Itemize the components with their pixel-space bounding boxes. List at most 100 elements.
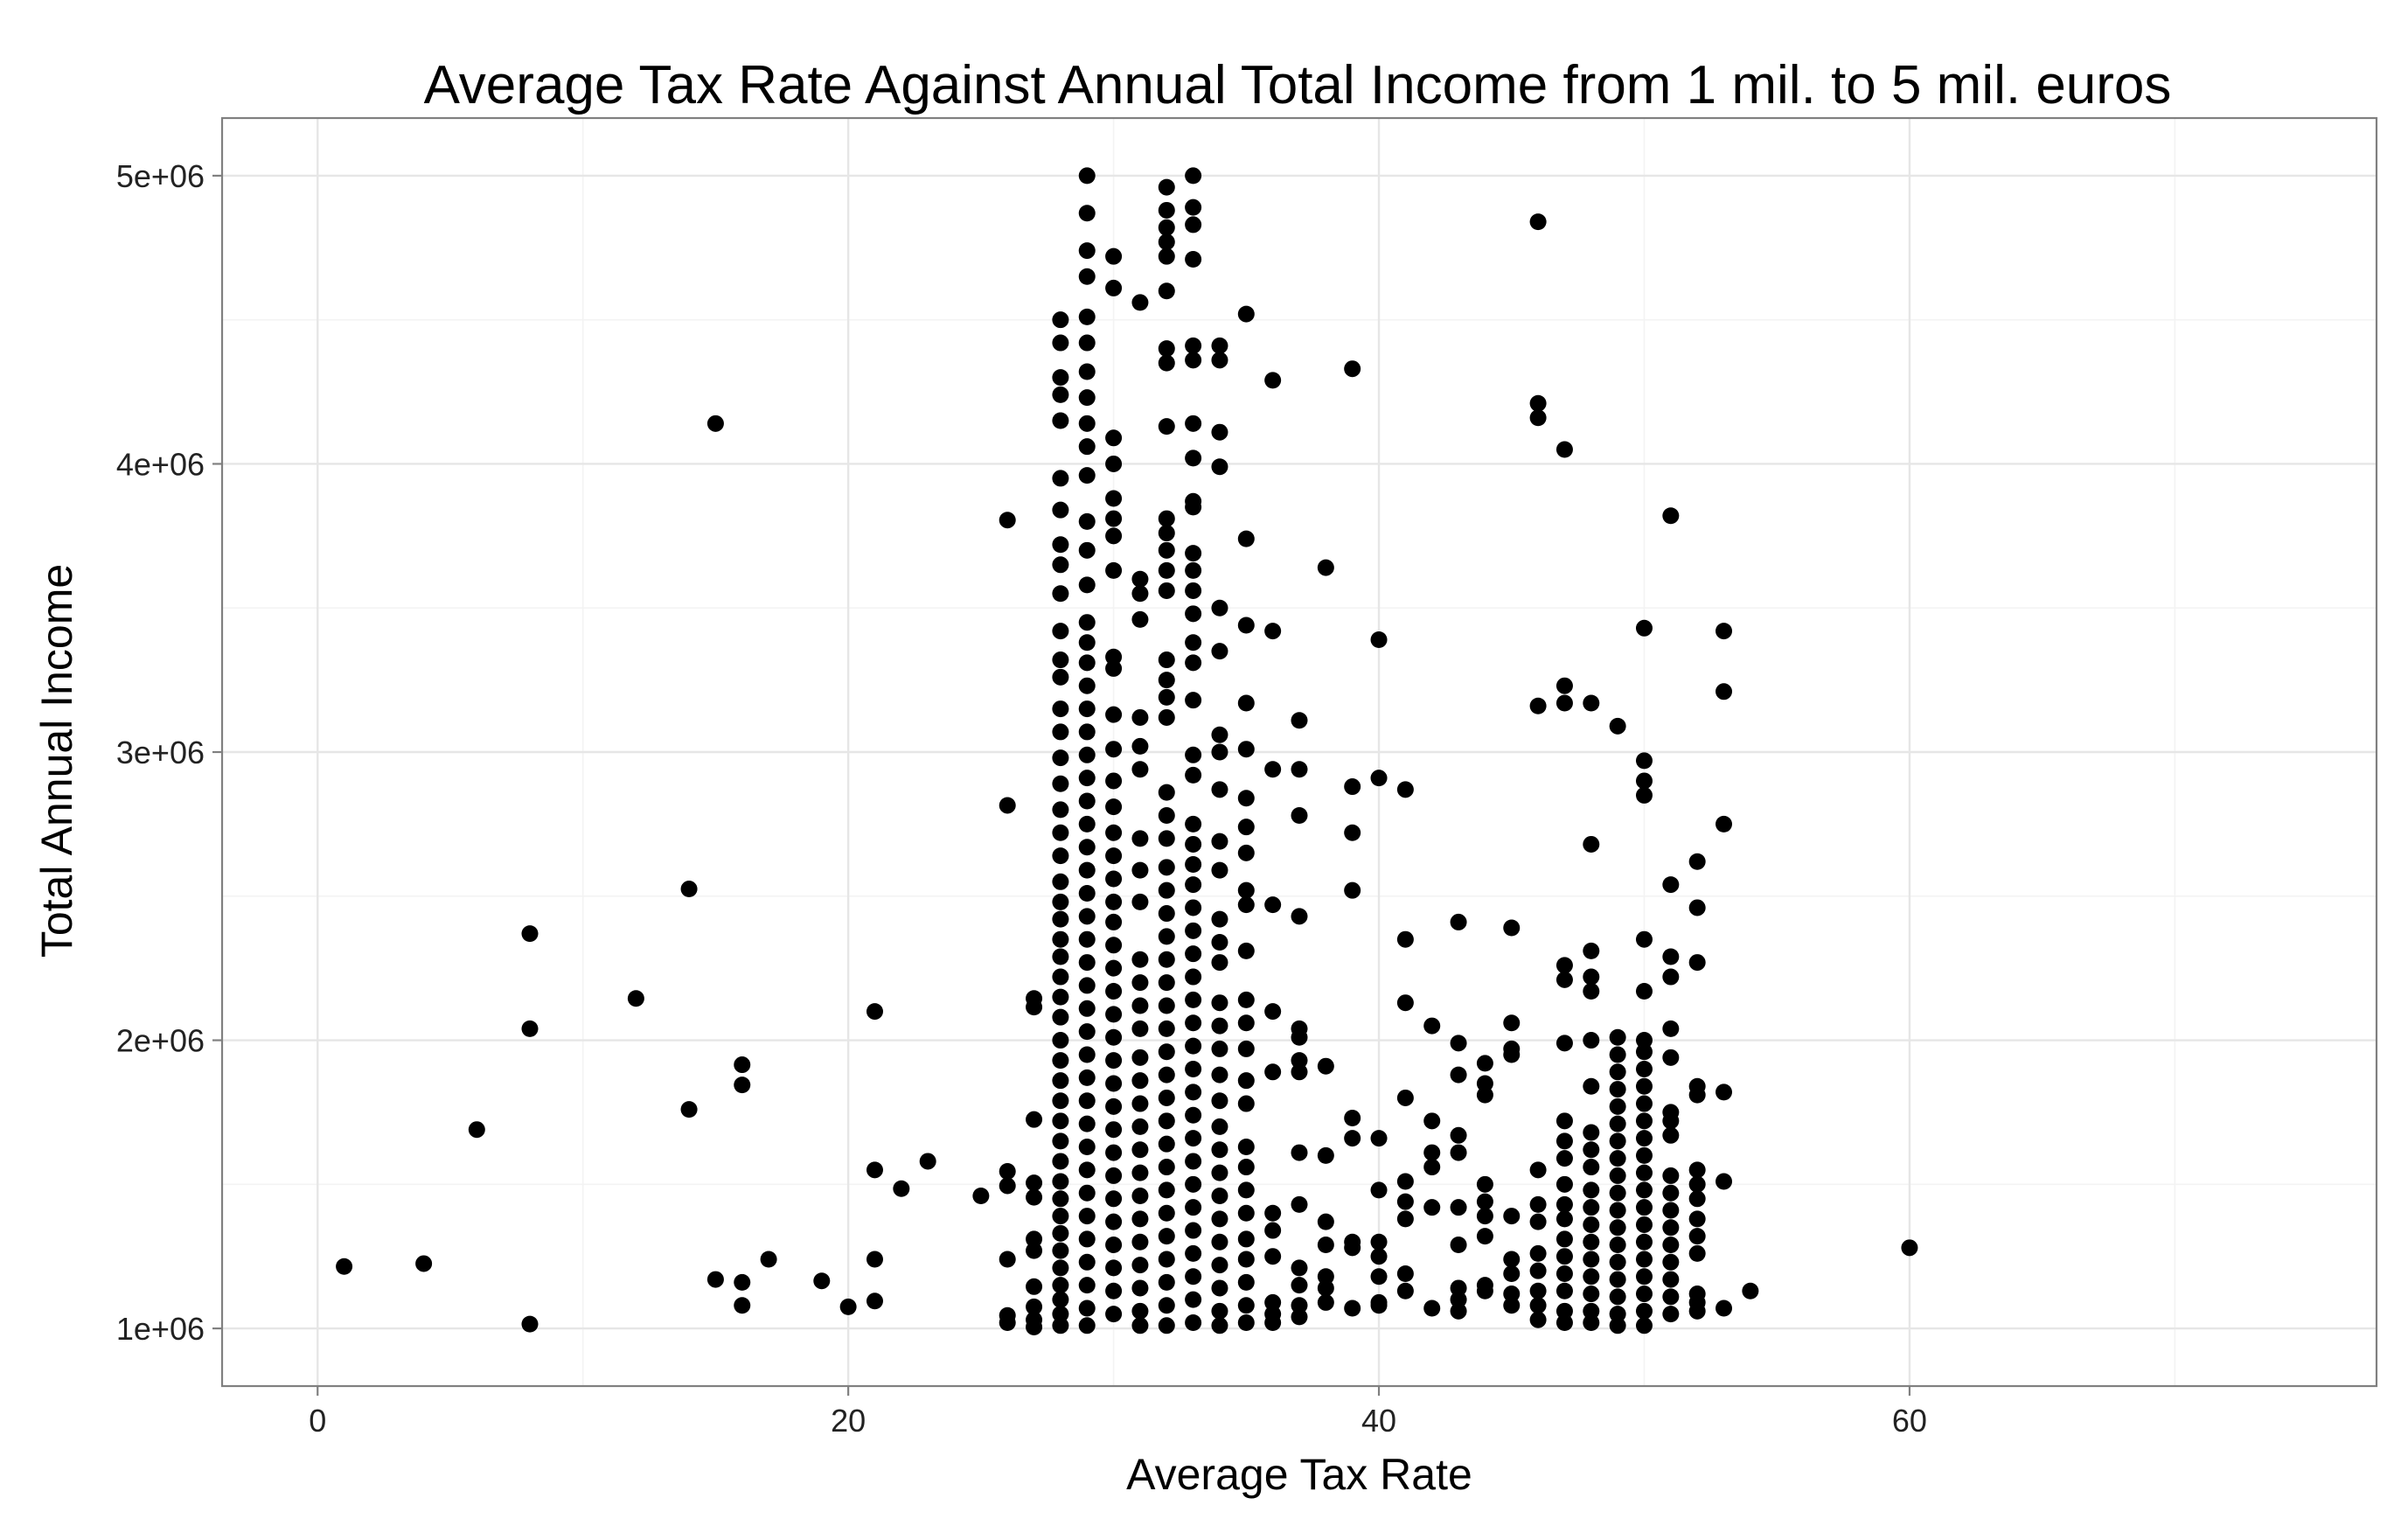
data-point [1131, 1188, 1149, 1204]
data-point [1317, 1268, 1334, 1286]
data-point [1555, 1210, 1573, 1228]
data-point [1237, 1230, 1255, 1248]
data-point [1052, 1317, 1069, 1334]
data-point [1211, 910, 1228, 928]
data-point [1662, 1126, 1680, 1144]
data-point [1131, 294, 1149, 311]
data-point [1078, 1230, 1096, 1248]
data-point [1237, 844, 1255, 861]
data-point [1662, 1049, 1680, 1066]
data-point [1370, 1297, 1388, 1314]
data-point [1052, 775, 1069, 792]
data-point [1105, 893, 1123, 910]
data-point [1237, 1297, 1255, 1314]
data-point [1078, 308, 1096, 325]
data-point [1158, 340, 1175, 358]
data-point [1052, 893, 1069, 910]
data-point [1185, 1244, 1202, 1262]
data-point [1185, 605, 1202, 623]
data-point [1052, 501, 1069, 519]
data-point [1078, 723, 1096, 741]
data-point [1211, 1188, 1228, 1204]
data-point [1396, 1193, 1414, 1210]
data-point [1635, 1199, 1653, 1216]
data-point [1052, 536, 1069, 554]
data-point [1026, 1318, 1043, 1335]
data-point [1158, 233, 1175, 251]
data-point [1052, 1072, 1069, 1090]
data-point [1026, 1111, 1043, 1128]
data-point [1052, 1032, 1069, 1049]
data-point [1158, 247, 1175, 265]
data-point [1078, 884, 1096, 902]
data-point [1503, 1286, 1521, 1303]
data-point [1264, 1204, 1282, 1222]
data-point [1105, 1052, 1123, 1070]
data-point [1105, 870, 1123, 888]
data-point [1105, 741, 1123, 758]
data-point [893, 1180, 910, 1197]
data-point [1476, 1228, 1493, 1245]
data-point [1052, 585, 1069, 603]
y-axis-title: Total Annual Income [32, 564, 81, 958]
data-point [1635, 1032, 1653, 1049]
data-point [1662, 968, 1680, 986]
data-point [1185, 922, 1202, 939]
data-point [1291, 1195, 1308, 1213]
data-point [1237, 881, 1255, 899]
data-point [1211, 458, 1228, 476]
data-point [1688, 899, 1706, 916]
data-point [1052, 412, 1069, 429]
data-point [866, 1251, 883, 1268]
data-point [1078, 334, 1096, 352]
data-point [1026, 1278, 1043, 1295]
data-point [1211, 599, 1228, 617]
data-point [1291, 1259, 1308, 1277]
data-point [1052, 1291, 1069, 1308]
data-point [734, 1297, 751, 1314]
data-point [1264, 372, 1282, 389]
data-point [1185, 1314, 1202, 1331]
data-point [1291, 1028, 1308, 1046]
data-point [1476, 1208, 1493, 1225]
data-point [1211, 934, 1228, 951]
data-point [1901, 1239, 1918, 1257]
data-point [1370, 1233, 1388, 1251]
data-point [1026, 1242, 1043, 1259]
data-point [1105, 429, 1123, 447]
data-point [1291, 712, 1308, 729]
data-point [1662, 1271, 1680, 1288]
data-point [1158, 582, 1175, 599]
data-point [1317, 1213, 1334, 1230]
data-point [1635, 1043, 1653, 1061]
data-point [1635, 772, 1653, 790]
data-point [1078, 1138, 1096, 1155]
data-point [1450, 1302, 1467, 1320]
data-point [1662, 1020, 1680, 1037]
data-point [1105, 561, 1123, 579]
data-point [1344, 824, 1361, 841]
data-point [1635, 1112, 1653, 1130]
data-point [1450, 1279, 1467, 1297]
data-point [1555, 1314, 1573, 1331]
data-point [521, 1315, 539, 1333]
data-point [1555, 957, 1573, 974]
data-point [1237, 1181, 1255, 1199]
data-point [1052, 801, 1069, 819]
data-point [680, 881, 698, 898]
data-point [1078, 415, 1096, 432]
data-point [1529, 697, 1547, 714]
data-point [1716, 683, 1733, 700]
data-point [1291, 1308, 1308, 1326]
data-point [1688, 853, 1706, 870]
data-point [1396, 1265, 1414, 1282]
data-point [1026, 990, 1043, 1007]
data-point [1131, 610, 1149, 628]
data-point [1476, 1282, 1493, 1300]
data-point [1291, 1297, 1308, 1314]
data-point [1555, 677, 1573, 694]
data-point [1423, 1144, 1441, 1161]
data-point [1158, 784, 1175, 801]
data-point [1052, 1306, 1069, 1323]
data-point [1078, 1277, 1096, 1294]
